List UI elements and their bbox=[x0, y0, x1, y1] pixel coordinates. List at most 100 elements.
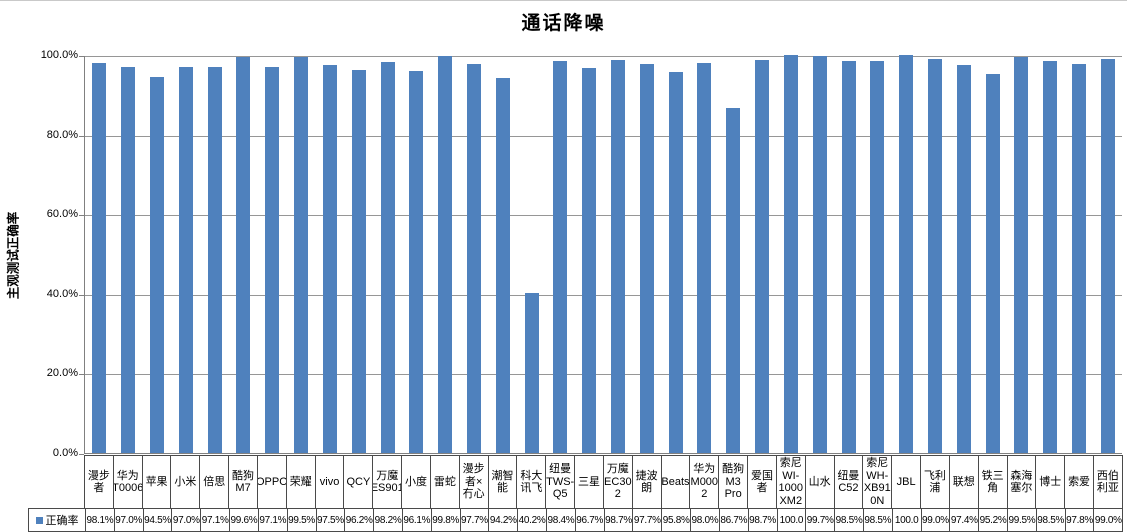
value-cell: 98.5% bbox=[1035, 509, 1065, 531]
value-cell: 99.0% bbox=[920, 509, 950, 531]
category-header-cell: 索尼 WH- XB91 0N bbox=[862, 456, 891, 508]
bar-slot bbox=[431, 55, 460, 453]
category-header-cell: 华为 M000 2 bbox=[689, 456, 718, 508]
bar-QCY bbox=[351, 70, 366, 453]
value-cell: 94.5% bbox=[142, 509, 172, 531]
bar-纽曼TWS-Q5 bbox=[553, 61, 568, 453]
y-tick-mark bbox=[79, 215, 84, 217]
category-header-cell: 联想 bbox=[948, 456, 978, 508]
bar-索尼WH-XB910N bbox=[870, 60, 885, 453]
bar-捷波朗 bbox=[639, 64, 654, 453]
gridline bbox=[85, 135, 1122, 137]
gridline bbox=[85, 294, 1122, 296]
y-tick-mark bbox=[79, 454, 84, 455]
value-cell: 96.1% bbox=[401, 509, 431, 531]
plot-area bbox=[84, 55, 1122, 454]
category-header-cell: 倍思 bbox=[199, 456, 228, 508]
gridline bbox=[85, 215, 1122, 217]
bar-索爱 bbox=[1072, 63, 1087, 453]
legend-cell: 正确率 bbox=[29, 509, 85, 531]
value-cell: 98.4% bbox=[546, 509, 575, 531]
bar-小度 bbox=[409, 70, 424, 453]
category-header-cell: 漫步 者× 冇心 bbox=[458, 456, 488, 508]
bar-slot bbox=[1036, 56, 1065, 453]
value-cell: 86.7% bbox=[718, 509, 748, 531]
y-tick-label: 20.0% bbox=[46, 367, 78, 380]
category-header-cell: vivo bbox=[314, 456, 344, 508]
bar-联想 bbox=[956, 65, 971, 453]
bar-slot bbox=[546, 56, 575, 453]
value-cell: 98.2% bbox=[373, 509, 402, 531]
y-axis-title: 主观测试正确率 bbox=[6, 211, 21, 300]
y-tick-mark bbox=[79, 374, 84, 376]
bar-荣耀 bbox=[294, 57, 309, 453]
bar-漫步者 bbox=[92, 62, 107, 453]
bar-slot bbox=[690, 56, 719, 453]
bar-slot bbox=[143, 56, 172, 453]
gridline bbox=[85, 56, 1122, 57]
value-cell: 99.5% bbox=[1007, 509, 1036, 531]
bar-飞利浦 bbox=[927, 58, 942, 453]
bar-slot bbox=[604, 56, 633, 453]
bar-slot bbox=[488, 56, 517, 453]
bar-slot bbox=[1093, 56, 1122, 453]
bar-华为M0002 bbox=[697, 62, 712, 453]
category-header-cell: 铁三 角 bbox=[977, 456, 1007, 508]
value-cell: 99.6% bbox=[229, 509, 258, 531]
bar-slot bbox=[863, 56, 892, 453]
category-header-cell: 雷蛇 bbox=[429, 456, 459, 508]
category-header-cell: 荣耀 bbox=[285, 456, 315, 508]
value-cell: 99.7% bbox=[805, 509, 834, 531]
bar-slot bbox=[661, 56, 690, 453]
bar-JBL bbox=[899, 55, 914, 453]
value-cell: 97.1% bbox=[257, 509, 287, 531]
bar-铁三角 bbox=[985, 74, 1000, 453]
bar-slot bbox=[834, 56, 863, 453]
bar-华为T0006 bbox=[121, 66, 136, 453]
bar-slot bbox=[229, 56, 258, 453]
bar-OPPO bbox=[265, 66, 280, 453]
bar-slot bbox=[171, 56, 200, 453]
value-cell: 100.0 bbox=[776, 509, 806, 531]
bar-西伯利亚 bbox=[1100, 58, 1115, 453]
category-header-cell: JBL bbox=[891, 456, 920, 508]
value-cell: 97.4% bbox=[949, 509, 978, 531]
bar-slot bbox=[373, 56, 402, 453]
value-cell: 97.0% bbox=[113, 509, 143, 531]
value-cell: 97.1% bbox=[200, 509, 229, 531]
y-tick-label: 80.0% bbox=[46, 128, 78, 141]
category-header-cell: 博士 bbox=[1035, 456, 1064, 508]
category-header-cell: QCY bbox=[343, 456, 372, 508]
category-header-cell: 科大 讯飞 bbox=[516, 456, 545, 508]
bar-slot bbox=[632, 56, 661, 453]
category-header-cell: 西伯 利亚 bbox=[1092, 456, 1122, 508]
value-cell: 97.5% bbox=[315, 509, 345, 531]
category-header-cell: 纽曼 C52 bbox=[833, 456, 863, 508]
bar-森海塞尔 bbox=[1014, 57, 1029, 453]
y-tick-label: 0.0% bbox=[52, 447, 78, 459]
category-header-cell: 纽曼 TWS- Q5 bbox=[545, 456, 574, 508]
category-header-cell: 飞利 浦 bbox=[920, 456, 949, 508]
category-header-cell: 华为 T0006 bbox=[112, 456, 142, 508]
value-cell: 95.2% bbox=[978, 509, 1007, 531]
bar-series bbox=[85, 55, 1122, 453]
category-header-cell: 爱国 者 bbox=[747, 456, 776, 508]
bar-slot bbox=[978, 56, 1007, 453]
value-cell: 96.7% bbox=[574, 509, 604, 531]
series-legend-label: 正确率 bbox=[45, 515, 79, 527]
gridline bbox=[85, 374, 1122, 376]
bar-潮智能 bbox=[495, 78, 510, 453]
category-header-cell: 万魔 ES901 bbox=[372, 456, 401, 508]
value-cell: 40.2% bbox=[517, 509, 546, 531]
y-tick-label: 100.0% bbox=[40, 49, 78, 61]
bar-slot bbox=[258, 56, 287, 453]
value-cell: 94.2% bbox=[488, 509, 517, 531]
bar-slot bbox=[892, 55, 921, 453]
category-header-cell: Beats bbox=[660, 456, 689, 508]
bar-slot bbox=[575, 56, 604, 453]
category-header-cell: 小米 bbox=[170, 456, 199, 508]
bar-slot bbox=[316, 56, 345, 453]
value-cell: 99.5% bbox=[286, 509, 316, 531]
series-legend-swatch bbox=[35, 516, 43, 524]
